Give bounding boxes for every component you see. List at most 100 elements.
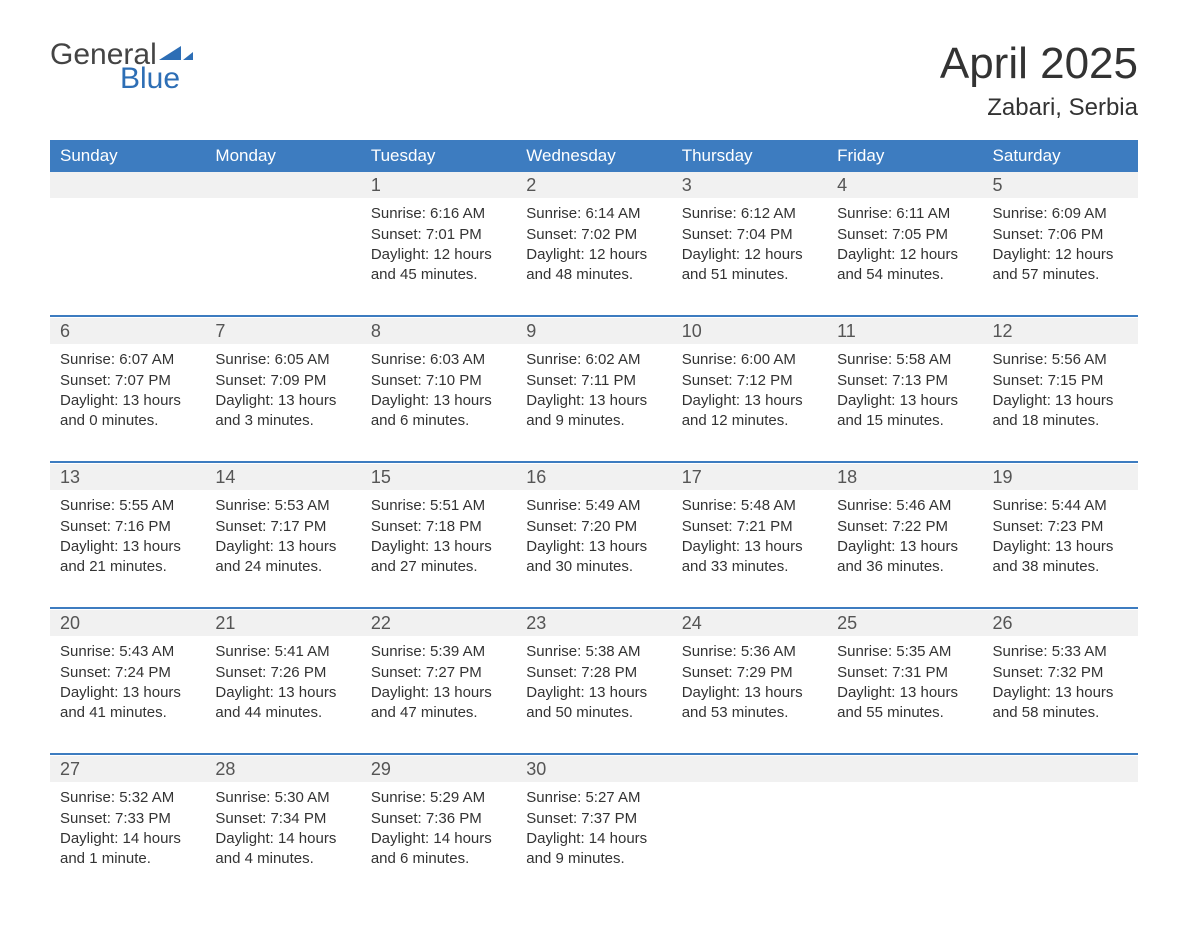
day-d2: and 53 minutes. (682, 703, 817, 723)
day-number-cell: 1 (361, 172, 516, 198)
day-d2: and 12 minutes. (682, 411, 817, 431)
day-ss: Sunset: 7:10 PM (371, 371, 506, 391)
day-ss: Sunset: 7:23 PM (993, 517, 1128, 537)
day-sr: Sunrise: 5:39 AM (371, 642, 506, 662)
day-number: 27 (60, 759, 80, 779)
day-d2: and 50 minutes. (526, 703, 661, 723)
calendar-table: Sunday Monday Tuesday Wednesday Thursday… (50, 140, 1138, 899)
day-sr: Sunrise: 5:32 AM (60, 788, 195, 808)
day-d1: Daylight: 12 hours (993, 245, 1128, 265)
day-d1: Daylight: 14 hours (526, 829, 661, 849)
day-number-row: 6789101112 (50, 318, 1138, 344)
day-d1: Daylight: 13 hours (682, 391, 817, 411)
day-content-row: Sunrise: 6:16 AMSunset: 7:01 PMDaylight:… (50, 198, 1138, 316)
day-number-cell (983, 756, 1138, 782)
day-number: 17 (682, 467, 702, 487)
day-d1: Daylight: 13 hours (526, 391, 661, 411)
day-number-cell: 2 (516, 172, 671, 198)
day-ss: Sunset: 7:24 PM (60, 663, 195, 683)
day-ss: Sunset: 7:17 PM (215, 517, 350, 537)
day-d2: and 33 minutes. (682, 557, 817, 577)
day-number-cell (672, 756, 827, 782)
day-number: 12 (993, 321, 1013, 341)
day-sr: Sunrise: 5:51 AM (371, 496, 506, 516)
month-title: April 2025 (940, 40, 1138, 88)
day-content-cell: Sunrise: 6:07 AMSunset: 7:07 PMDaylight:… (50, 344, 205, 462)
day-content-row: Sunrise: 5:32 AMSunset: 7:33 PMDaylight:… (50, 782, 1138, 899)
day-d2: and 48 minutes. (526, 265, 661, 285)
day-number-cell: 23 (516, 610, 671, 636)
day-d1: Daylight: 13 hours (837, 683, 972, 703)
day-number-row: 27282930 (50, 756, 1138, 782)
day-sr: Sunrise: 6:09 AM (993, 204, 1128, 224)
day-sr: Sunrise: 6:14 AM (526, 204, 661, 224)
day-d2: and 55 minutes. (837, 703, 972, 723)
day-ss: Sunset: 7:32 PM (993, 663, 1128, 683)
day-d2: and 41 minutes. (60, 703, 195, 723)
day-sr: Sunrise: 5:38 AM (526, 642, 661, 662)
header: General Blue April 2025 Zabari, Serbia (50, 40, 1138, 122)
day-ss: Sunset: 7:11 PM (526, 371, 661, 391)
day-d1: Daylight: 12 hours (682, 245, 817, 265)
day-ss: Sunset: 7:18 PM (371, 517, 506, 537)
day-ss: Sunset: 7:12 PM (682, 371, 817, 391)
day-d1: Daylight: 13 hours (371, 537, 506, 557)
day-content-cell (50, 198, 205, 316)
day-content-row: Sunrise: 5:55 AMSunset: 7:16 PMDaylight:… (50, 490, 1138, 608)
day-number: 1 (371, 175, 381, 195)
day-number: 11 (837, 321, 856, 341)
day-d1: Daylight: 13 hours (682, 537, 817, 557)
day-d1: Daylight: 13 hours (60, 537, 195, 557)
day-sr: Sunrise: 5:56 AM (993, 350, 1128, 370)
day-number-cell: 24 (672, 610, 827, 636)
dayhead-thu: Thursday (672, 140, 827, 172)
day-number-cell: 21 (205, 610, 360, 636)
day-content-cell: Sunrise: 5:43 AMSunset: 7:24 PMDaylight:… (50, 636, 205, 754)
day-d1: Daylight: 13 hours (215, 683, 350, 703)
day-content-cell: Sunrise: 6:09 AMSunset: 7:06 PMDaylight:… (983, 198, 1138, 316)
day-d1: Daylight: 12 hours (371, 245, 506, 265)
day-sr: Sunrise: 6:03 AM (371, 350, 506, 370)
day-content-cell (827, 782, 982, 899)
day-ss: Sunset: 7:34 PM (215, 809, 350, 829)
day-number-cell: 4 (827, 172, 982, 198)
day-number: 28 (215, 759, 235, 779)
day-number: 22 (371, 613, 391, 633)
day-number-cell (50, 172, 205, 198)
day-number: 23 (526, 613, 546, 633)
day-number: 26 (993, 613, 1013, 633)
day-ss: Sunset: 7:04 PM (682, 225, 817, 245)
day-number-row: 12345 (50, 172, 1138, 198)
day-d2: and 6 minutes. (371, 411, 506, 431)
day-content-cell: Sunrise: 6:05 AMSunset: 7:09 PMDaylight:… (205, 344, 360, 462)
day-number-cell: 15 (361, 464, 516, 490)
day-content-cell: Sunrise: 5:35 AMSunset: 7:31 PMDaylight:… (827, 636, 982, 754)
day-d2: and 57 minutes. (993, 265, 1128, 285)
day-sr: Sunrise: 5:48 AM (682, 496, 817, 516)
day-ss: Sunset: 7:16 PM (60, 517, 195, 537)
day-d1: Daylight: 13 hours (526, 683, 661, 703)
day-number: 8 (371, 321, 381, 341)
day-d1: Daylight: 12 hours (837, 245, 972, 265)
dayhead-fri: Friday (827, 140, 982, 172)
day-ss: Sunset: 7:13 PM (837, 371, 972, 391)
day-content-cell: Sunrise: 5:58 AMSunset: 7:13 PMDaylight:… (827, 344, 982, 462)
day-ss: Sunset: 7:02 PM (526, 225, 661, 245)
day-d1: Daylight: 13 hours (215, 391, 350, 411)
day-content-cell: Sunrise: 5:38 AMSunset: 7:28 PMDaylight:… (516, 636, 671, 754)
day-content-cell (672, 782, 827, 899)
day-content-cell: Sunrise: 5:30 AMSunset: 7:34 PMDaylight:… (205, 782, 360, 899)
day-content-cell: Sunrise: 5:32 AMSunset: 7:33 PMDaylight:… (50, 782, 205, 899)
day-d1: Daylight: 14 hours (371, 829, 506, 849)
day-ss: Sunset: 7:15 PM (993, 371, 1128, 391)
day-content-cell: Sunrise: 5:48 AMSunset: 7:21 PMDaylight:… (672, 490, 827, 608)
day-sr: Sunrise: 5:55 AM (60, 496, 195, 516)
dayhead-mon: Monday (205, 140, 360, 172)
day-content-cell (205, 198, 360, 316)
day-sr: Sunrise: 5:43 AM (60, 642, 195, 662)
dayhead-sun: Sunday (50, 140, 205, 172)
location: Zabari, Serbia (940, 94, 1138, 122)
day-sr: Sunrise: 5:58 AM (837, 350, 972, 370)
day-content-row: Sunrise: 6:07 AMSunset: 7:07 PMDaylight:… (50, 344, 1138, 462)
day-ss: Sunset: 7:20 PM (526, 517, 661, 537)
